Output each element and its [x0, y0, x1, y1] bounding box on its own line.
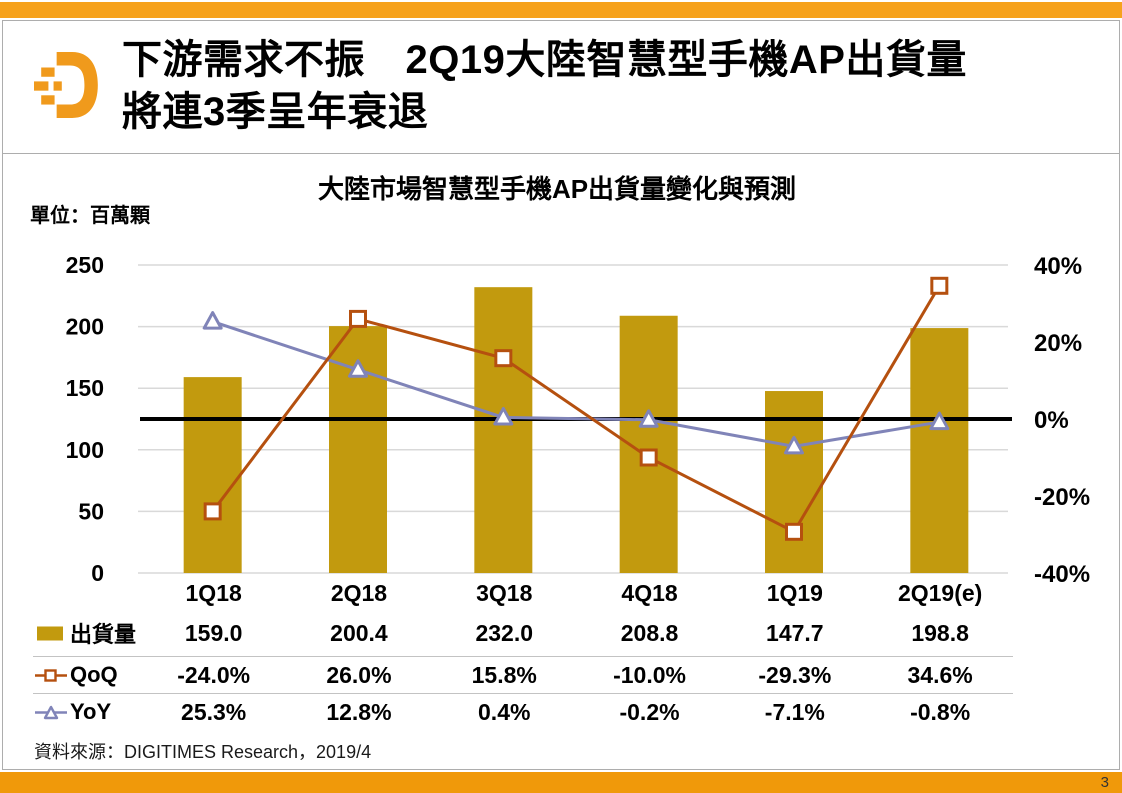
value-cell-shipments-1Q18: 159.0	[184, 619, 243, 646]
value-cell-yoy-3Q18: 0.4%	[478, 698, 531, 725]
title-line-1: 下游需求不振 2Q19大陸智慧型手機AP出貨量	[122, 38, 967, 82]
value-cell-qoq-3Q18: 15.8%	[471, 661, 537, 688]
value-cell-yoy-4Q18: -0.2%	[619, 698, 680, 725]
page-number: 3	[1100, 774, 1109, 791]
value-cell-qoq-2Q19(e): 34.6%	[907, 661, 973, 688]
chart-title: 大陸市場智慧型手機AP出貨量變化與預測	[317, 174, 797, 204]
value-cell-yoy-1Q19: -7.1%	[764, 698, 825, 725]
series-name-label: YoY	[70, 699, 112, 724]
value-cell-yoy-2Q18: 12.8%	[326, 698, 392, 725]
data-table: 1Q18 2Q18 3Q18 4Q18 1Q19 2Q19(e) 出貨量 159.0 200.4…	[33, 577, 1013, 730]
value-cell-yoy-1Q18: 25.3%	[181, 698, 247, 725]
top-accent-bar	[0, 2, 1122, 18]
series-key-cell: QoQ	[33, 662, 141, 688]
series-name-label: 出貨量	[70, 622, 137, 647]
value-cell-qoq-2Q18: 26.0%	[326, 661, 392, 688]
value-cell-shipments-1Q19: 147.7	[766, 619, 824, 646]
digitimes-d-logo-icon	[34, 52, 98, 118]
value-cell-shipments-3Q18: 232.0	[475, 619, 534, 646]
source-note: 資料來源：DIGITIMES Research，2019/4	[34, 742, 372, 762]
category-label: 3Q18	[476, 580, 533, 606]
table-row-yoy: YoY 25.3% 12.8% 0.4% -0.2% -7.1% -0.8%	[33, 693, 1013, 730]
category-label: 1Q18	[185, 580, 242, 606]
value-cell-yoy-2Q19(e): -0.8%	[910, 698, 971, 725]
title-divider-line	[2, 153, 1120, 154]
series-key-cell: YoY	[33, 699, 141, 725]
unit-label: 單位：百萬顆	[30, 205, 150, 227]
title-line-2: 將連3季呈年衰退	[122, 90, 429, 134]
value-cell-shipments-4Q18: 208.8	[620, 619, 679, 646]
page-title: 下游需求不振 2Q19大陸智慧型手機AP出貨量 將連3季呈年衰退	[122, 34, 967, 138]
category-label: 2Q19(e)	[897, 580, 983, 606]
series-name-label: QoQ	[70, 662, 118, 687]
value-cell-qoq-1Q19: -29.3%	[758, 661, 832, 688]
shipments-legend-swatch-icon	[37, 626, 63, 640]
category-label: 1Q19	[766, 580, 823, 606]
qoq-legend-marker-icon	[35, 668, 67, 682]
content-frame	[2, 20, 1120, 770]
value-cell-qoq-1Q18: -24.0%	[177, 661, 251, 688]
bottom-accent-bar: 3	[0, 772, 1122, 793]
table-row-shipments: 出貨量 159.0 200.4 232.0 208.8 147.7 198.8	[33, 610, 1013, 656]
yoy-legend-marker-icon	[35, 705, 67, 719]
value-cell-shipments-2Q18: 200.4	[330, 619, 388, 646]
table-header-row: 1Q18 2Q18 3Q18 4Q18 1Q19 2Q19(e)	[33, 577, 1013, 610]
category-label: 4Q18	[621, 580, 678, 606]
table-row-qoq: QoQ -24.0% 26.0% 15.8% -10.0% -29.3% 34.6%	[33, 656, 1013, 693]
category-label: 2Q18	[330, 580, 388, 606]
series-key-cell: 出貨量	[33, 617, 141, 649]
value-cell-shipments-2Q19(e): 198.8	[911, 619, 969, 646]
value-cell-qoq-4Q18: -10.0%	[613, 661, 686, 688]
